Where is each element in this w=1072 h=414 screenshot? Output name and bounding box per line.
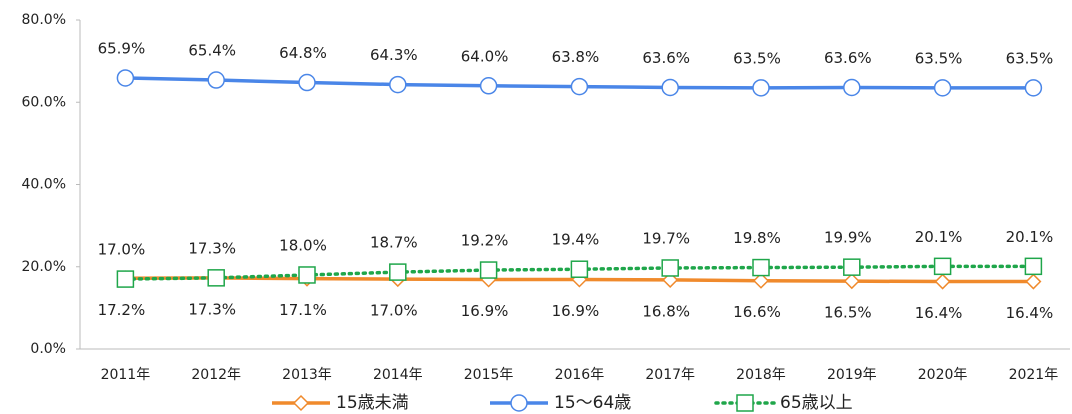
marker [752,258,770,277]
data-label: 16.9% [552,302,600,320]
marker [933,257,952,276]
x-tick-label: 2020年 [918,367,968,383]
data-label: 65.9% [98,39,146,57]
marker [752,79,770,97]
x-tick-label: 2017年 [645,367,695,383]
data-label: 18.0% [279,236,327,254]
data-label: 65.4% [188,42,236,60]
y-tick-label: 80.0% [22,12,66,28]
data-label: 63.5% [915,49,963,67]
marker [207,71,225,89]
legend-label: 15～64歳 [554,393,631,413]
data-label: 19.8% [733,229,781,247]
data-label: 63.5% [1006,49,1054,67]
data-label: 64.0% [461,47,509,65]
y-tick-label: 0.0% [30,341,66,357]
marker [661,259,679,277]
x-tick-label: 2016年 [555,367,605,383]
data-label: 16.5% [824,304,872,322]
data-label: 17.1% [279,301,327,319]
y-tick-label: 20.0% [22,259,66,275]
data-label: 64.8% [279,44,327,62]
marker [1024,257,1043,276]
legend-marker [510,394,528,412]
marker [479,261,498,279]
data-label: 16.4% [1006,304,1054,322]
marker [934,273,951,290]
marker [1024,79,1043,97]
data-label: 19.4% [552,231,600,249]
data-label: 20.1% [1006,228,1054,246]
data-label: 19.9% [824,229,872,247]
data-label: 63.6% [824,49,872,67]
marker [661,78,679,97]
marker [298,73,316,92]
x-tick-label: 2011年 [101,367,151,383]
data-label: 17.2% [98,301,146,319]
data-label: 17.3% [188,300,236,318]
data-label: 18.7% [370,234,418,252]
legend-marker [292,394,310,412]
x-tick-label: 2015年 [464,367,514,383]
marker [933,79,952,97]
data-label: 19.7% [642,229,690,247]
x-tick-label: 2021年 [1009,367,1059,383]
data-label: 63.8% [552,48,600,66]
y-tick-label: 60.0% [22,94,66,110]
x-tick-label: 2013年 [282,367,332,383]
legend-label: 65歳以上 [780,393,853,413]
data-label: 17.3% [188,239,236,257]
marker [752,272,770,289]
marker [207,269,225,287]
marker [116,270,135,288]
marker [1025,273,1042,290]
data-label: 19.2% [461,232,509,250]
data-label: 63.6% [642,49,690,67]
data-label: 64.3% [370,46,418,64]
legend-marker [736,394,754,412]
y-tick-label: 40.0% [22,177,66,193]
marker [298,266,316,284]
x-tick-label: 2018年 [736,367,786,383]
data-label: 17.0% [98,241,146,259]
marker [116,69,135,87]
marker [570,77,589,96]
data-label: 16.6% [733,303,781,321]
data-label: 16.9% [461,302,509,320]
marker [479,77,498,95]
data-label: 16.8% [642,302,690,320]
marker [389,263,407,281]
data-label: 63.5% [733,49,781,67]
x-tick-label: 2019年 [827,367,877,383]
marker [843,273,860,290]
x-tick-label: 2014年 [373,367,423,383]
data-label: 20.1% [915,228,963,246]
marker [843,78,861,97]
data-label: 16.4% [915,304,963,322]
marker [570,260,589,278]
legend-label: 15歳未満 [336,393,409,413]
data-label: 17.0% [370,302,418,320]
marker [389,75,407,94]
x-tick-label: 2012年 [191,367,241,383]
marker [843,258,861,276]
